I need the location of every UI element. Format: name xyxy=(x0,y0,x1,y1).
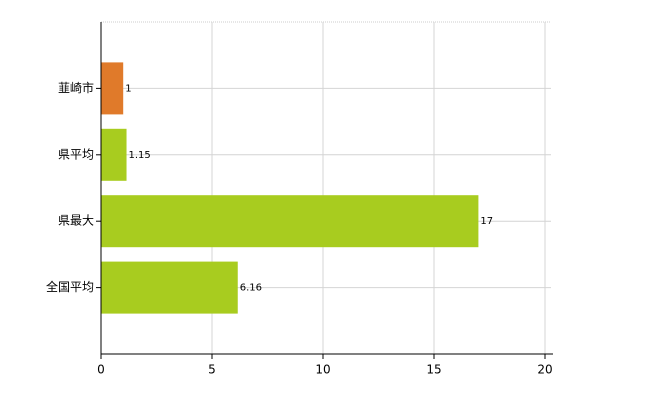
value-label: 1 xyxy=(125,83,131,94)
value-label: 1.15 xyxy=(129,150,151,161)
y-tick-label: 全国平均 xyxy=(46,279,94,294)
y-tick-label: 県最大 xyxy=(58,214,94,228)
value-label: 6.16 xyxy=(240,283,262,294)
bar xyxy=(101,128,127,181)
bar xyxy=(101,195,479,248)
x-tick-label: 5 xyxy=(208,363,216,377)
x-tick-label: 0 xyxy=(97,363,105,377)
x-tick-label: 15 xyxy=(426,363,441,377)
x-tick-label: 10 xyxy=(315,363,330,377)
bar xyxy=(101,62,124,115)
y-tick-label: 韮崎市 xyxy=(58,80,94,95)
value-label: 17 xyxy=(480,216,493,227)
y-tick-label: 県平均 xyxy=(58,147,94,161)
bar xyxy=(101,261,238,314)
x-tick-label: 20 xyxy=(537,363,552,377)
